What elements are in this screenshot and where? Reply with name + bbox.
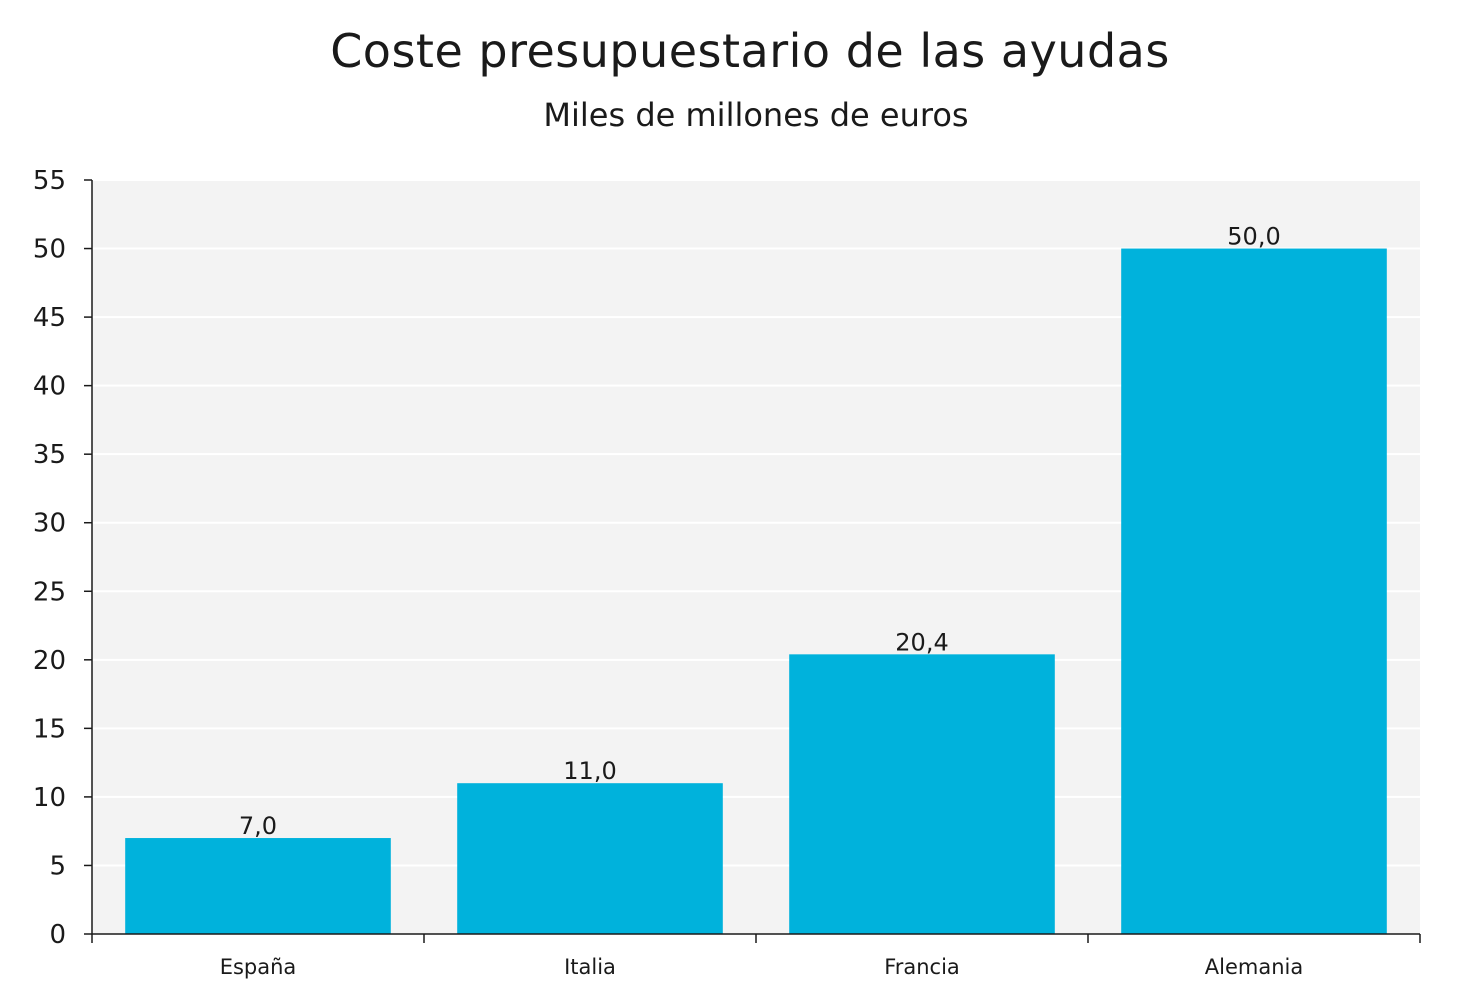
x-tick-label: España [220, 955, 297, 979]
data-label: 20,4 [895, 628, 948, 656]
y-tick-label: 20 [33, 646, 66, 676]
data-label: 11,0 [563, 757, 616, 785]
bar [125, 838, 391, 934]
y-tick-label: 0 [49, 920, 66, 950]
bar [457, 783, 723, 934]
x-tick-labels: España Italia Francia Alemania [220, 955, 1304, 979]
y-tick-label: 55 [33, 166, 66, 196]
data-label: 50,0 [1227, 223, 1280, 251]
x-tick-label: Francia [884, 955, 960, 979]
data-label: 7,0 [239, 812, 277, 840]
x-tick-label: Alemania [1205, 955, 1303, 979]
y-tick-label: 5 [49, 851, 66, 881]
x-tick-label: Italia [564, 955, 616, 979]
data-labels: 7,0 11,0 20,4 50,0 [239, 223, 1281, 840]
y-tick-label: 45 [33, 303, 66, 333]
y-tick-label: 10 [33, 783, 66, 813]
bar [1121, 248, 1387, 934]
y-tick-label: 35 [33, 440, 66, 470]
y-tick-label: 50 [33, 235, 66, 265]
y-tick-label: 30 [33, 509, 66, 539]
y-tick-label: 25 [33, 577, 66, 607]
y-tick-label: 40 [33, 372, 66, 402]
bars [125, 248, 1387, 934]
bar [789, 654, 1055, 934]
axes [84, 179, 1421, 943]
chart-subtitle: Miles de millones de euros [543, 96, 969, 134]
y-tick-label: 15 [33, 714, 66, 744]
chart-title: Coste presupuestario de las ayudas [330, 24, 1170, 78]
y-tick-labels: 0 5 10 15 20 25 30 35 40 45 50 55 [33, 166, 66, 950]
